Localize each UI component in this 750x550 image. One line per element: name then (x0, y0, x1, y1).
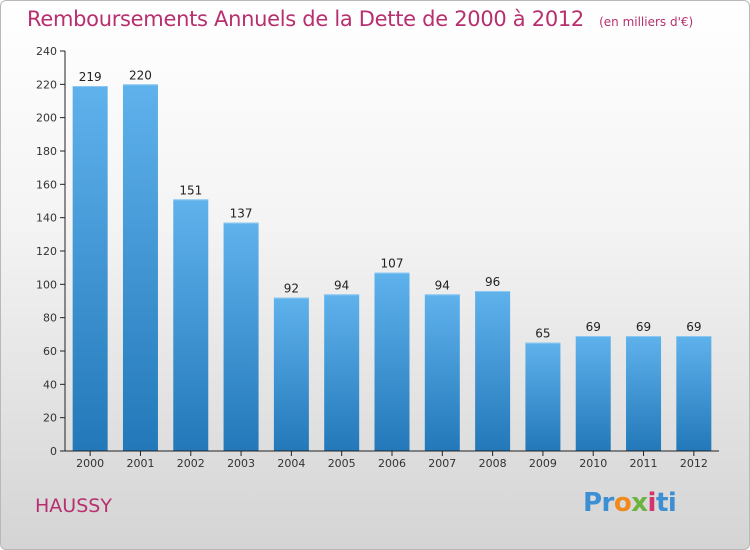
commune-name: HAUSSY (35, 495, 112, 517)
x-tick-label: 2012 (680, 457, 708, 470)
y-tick-label: 180 (36, 145, 57, 158)
y-tick-label: 140 (36, 212, 57, 225)
chart-unit-subtitle: (en milliers d'€) (599, 15, 694, 29)
y-tick-label: 20 (43, 412, 57, 425)
x-tick-label: 2005 (328, 457, 356, 470)
chart-title-row: Remboursements Annuels de la Dette de 20… (27, 7, 693, 31)
y-tick-label: 120 (36, 245, 57, 258)
bar-2007 (424, 294, 460, 451)
x-tick-label: 2003 (227, 457, 255, 470)
bar-2005 (324, 294, 360, 451)
bar-value-label: 219 (79, 70, 102, 84)
y-tick-label: 80 (43, 312, 57, 325)
y-tick-label: 220 (36, 78, 57, 91)
bar-value-label: 69 (586, 320, 601, 334)
x-tick-label: 2004 (277, 457, 305, 470)
y-tick-label: 240 (36, 45, 57, 58)
x-tick-label: 2007 (428, 457, 456, 470)
bar-value-label: 94 (435, 278, 450, 292)
bar-value-label: 69 (686, 320, 701, 334)
bar-2011 (626, 336, 662, 451)
bar-value-label: 94 (334, 278, 349, 292)
bar-value-label: 65 (535, 327, 550, 341)
y-tick-label: 100 (36, 278, 57, 291)
bar-2001 (122, 84, 158, 451)
x-tick-label: 2009 (529, 457, 557, 470)
bar-2003 (223, 222, 259, 451)
bar-value-label: 137 (230, 207, 253, 221)
bar-value-label: 92 (284, 282, 299, 296)
bar-chart: 219 220 151 137 92 94 107 94 96 65 69 69 69 0 20 40 60 8… (36, 45, 719, 470)
bar-value-label: 220 (129, 68, 152, 82)
bar-2002 (173, 199, 209, 451)
x-tick-label: 2010 (579, 457, 607, 470)
y-tick-label: 0 (50, 445, 57, 458)
bar-2004 (273, 297, 309, 451)
y-tick-label: 160 (36, 178, 57, 191)
bar-value-label: 96 (485, 275, 500, 289)
bar-value-label: 107 (381, 257, 404, 271)
x-tick-label: 2002 (177, 457, 205, 470)
bar-2006 (374, 272, 410, 451)
y-tick-label: 60 (43, 345, 57, 358)
bar-2008 (475, 291, 511, 451)
bar-2010 (575, 336, 611, 451)
y-tick-label: 200 (36, 112, 57, 125)
bar-value-label: 69 (636, 320, 651, 334)
bar-value-label: 151 (179, 183, 202, 197)
x-tick-label: 2011 (630, 457, 658, 470)
bar-2000 (72, 86, 108, 451)
proxiti-logo: Proxiti (583, 488, 677, 518)
y-tick-label: 40 (43, 378, 57, 391)
x-tick-label: 2001 (126, 457, 154, 470)
bar-2009 (525, 342, 561, 451)
x-tick-label: 2000 (76, 457, 104, 470)
chart-title: Remboursements Annuels de la Dette de 20… (27, 7, 584, 31)
x-tick-label: 2006 (378, 457, 406, 470)
x-tick-label: 2008 (479, 457, 507, 470)
bar-2012 (676, 336, 712, 451)
